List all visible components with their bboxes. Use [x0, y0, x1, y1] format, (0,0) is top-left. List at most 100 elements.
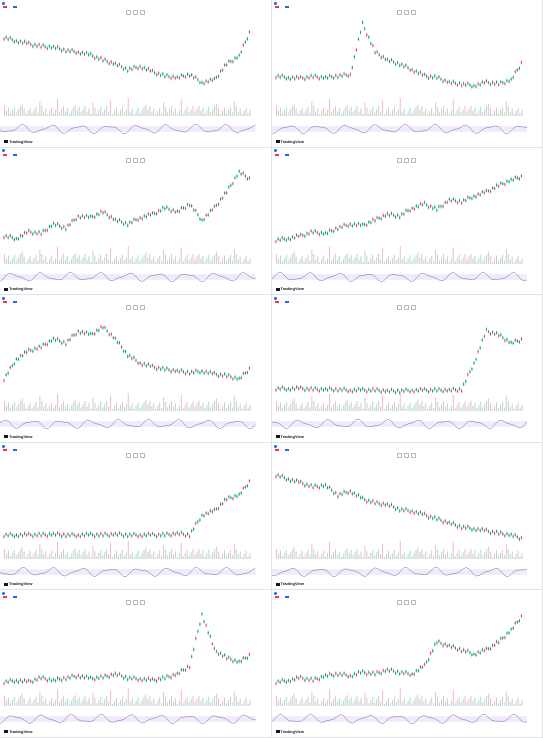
price-axis[interactable]: [259, 459, 271, 559]
price-axis[interactable]: [530, 311, 542, 411]
time-axis[interactable]: [272, 117, 528, 121]
tradingview-logo[interactable]: TradingView: [275, 581, 304, 586]
symbol-header[interactable]: [273, 591, 280, 596]
symbol-header[interactable]: [2, 444, 8, 448]
time-axis[interactable]: [272, 412, 528, 416]
rsi-chart[interactable]: [0, 122, 256, 136]
chart-panel-8[interactable]: TradingView: [271, 442, 543, 591]
buy-badge[interactable]: [284, 448, 289, 451]
time-axis[interactable]: [0, 265, 256, 269]
price-chart[interactable]: [272, 459, 528, 559]
time-axis[interactable]: [272, 265, 528, 269]
sell-badge[interactable]: [3, 596, 7, 599]
rsi-chart[interactable]: [0, 270, 256, 284]
buy-badge[interactable]: [13, 596, 17, 599]
price-chart[interactable]: [272, 16, 528, 116]
price-chart[interactable]: [272, 311, 528, 412]
sell-badge[interactable]: [274, 153, 279, 156]
sell-badge[interactable]: [3, 448, 7, 451]
time-axis[interactable]: [0, 707, 256, 711]
fullscreen-icon[interactable]: [139, 452, 145, 458]
fullscreen-icon[interactable]: [411, 600, 417, 606]
rsi-chart[interactable]: [271, 565, 528, 579]
fullscreen-icon[interactable]: [411, 157, 417, 163]
sell-badge[interactable]: [3, 153, 7, 156]
price-axis[interactable]: [259, 16, 271, 116]
price-chart[interactable]: [0, 459, 256, 559]
fullscreen-icon[interactable]: [139, 305, 145, 311]
price-chart[interactable]: [0, 311, 256, 412]
tradingview-logo[interactable]: TradingView: [4, 139, 33, 144]
price-axis[interactable]: [530, 459, 542, 559]
fullscreen-icon[interactable]: [139, 10, 145, 15]
price-axis[interactable]: [259, 311, 271, 411]
crop-icon[interactable]: [132, 600, 138, 606]
price-chart[interactable]: [0, 606, 256, 707]
buy-badge[interactable]: [13, 153, 17, 156]
buy-badge[interactable]: [13, 448, 17, 451]
time-axis[interactable]: [0, 117, 256, 121]
pencil-icon[interactable]: [397, 10, 403, 15]
buy-badge[interactable]: [284, 596, 289, 599]
sell-badge[interactable]: [3, 6, 7, 8]
price-chart[interactable]: [272, 164, 528, 264]
pencil-icon[interactable]: [397, 157, 403, 163]
pencil-icon[interactable]: [397, 452, 403, 458]
time-axis[interactable]: [0, 412, 256, 416]
pencil-icon[interactable]: [125, 600, 131, 606]
symbol-header[interactable]: [273, 149, 280, 153]
pencil-icon[interactable]: [125, 305, 131, 311]
fullscreen-icon[interactable]: [411, 452, 417, 458]
price-axis[interactable]: [259, 606, 271, 706]
chart-panel-6[interactable]: TradingView: [271, 295, 543, 443]
symbol-header[interactable]: [2, 296, 8, 300]
tradingview-logo[interactable]: TradingView: [4, 286, 33, 291]
symbol-header[interactable]: [273, 1, 280, 5]
chart-panel-9[interactable]: TradingView: [0, 590, 272, 738]
symbol-header[interactable]: [2, 149, 8, 153]
tradingview-logo[interactable]: TradingView: [4, 434, 33, 439]
crop-icon[interactable]: [404, 305, 410, 311]
price-axis[interactable]: [530, 16, 542, 116]
symbol-header[interactable]: [2, 1, 8, 5]
price-chart[interactable]: [0, 164, 256, 264]
symbol-header[interactable]: [273, 444, 280, 448]
sell-badge[interactable]: [274, 301, 279, 304]
rsi-chart[interactable]: [0, 417, 256, 431]
price-axis[interactable]: [530, 164, 542, 264]
rsi-chart[interactable]: [271, 270, 528, 284]
buy-badge[interactable]: [284, 301, 289, 304]
chart-panel-4[interactable]: TradingView: [271, 147, 543, 296]
tradingview-logo[interactable]: TradingView: [275, 434, 304, 439]
rsi-chart[interactable]: [271, 712, 528, 726]
chart-panel-2[interactable]: TradingView: [271, 0, 543, 148]
buy-badge[interactable]: [284, 153, 289, 156]
buy-badge[interactable]: [284, 6, 289, 8]
chart-panel-1[interactable]: TradingView: [0, 0, 272, 148]
tradingview-logo[interactable]: TradingView: [4, 581, 33, 586]
symbol-header[interactable]: [273, 296, 280, 300]
price-chart[interactable]: [272, 606, 528, 707]
crop-icon[interactable]: [132, 452, 138, 458]
pencil-icon[interactable]: [125, 10, 131, 15]
crop-icon[interactable]: [132, 305, 138, 311]
chart-panel-10[interactable]: TradingView: [271, 590, 543, 738]
time-axis[interactable]: [0, 560, 256, 564]
crop-icon[interactable]: [404, 10, 410, 15]
sell-badge[interactable]: [274, 6, 279, 8]
time-axis[interactable]: [272, 707, 528, 711]
fullscreen-icon[interactable]: [139, 600, 145, 606]
crop-icon[interactable]: [132, 10, 138, 15]
sell-badge[interactable]: [274, 596, 279, 599]
pencil-icon[interactable]: [397, 600, 403, 606]
chart-panel-5[interactable]: TradingView: [0, 295, 272, 443]
fullscreen-icon[interactable]: [411, 305, 417, 311]
fullscreen-icon[interactable]: [411, 10, 417, 15]
crop-icon[interactable]: [132, 157, 138, 163]
tradingview-logo[interactable]: TradingView: [275, 729, 304, 734]
symbol-header[interactable]: [2, 591, 8, 596]
pencil-icon[interactable]: [125, 452, 131, 458]
tradingview-logo[interactable]: TradingView: [275, 139, 304, 144]
tradingview-logo[interactable]: TradingView: [4, 729, 33, 734]
price-axis[interactable]: [530, 606, 542, 706]
